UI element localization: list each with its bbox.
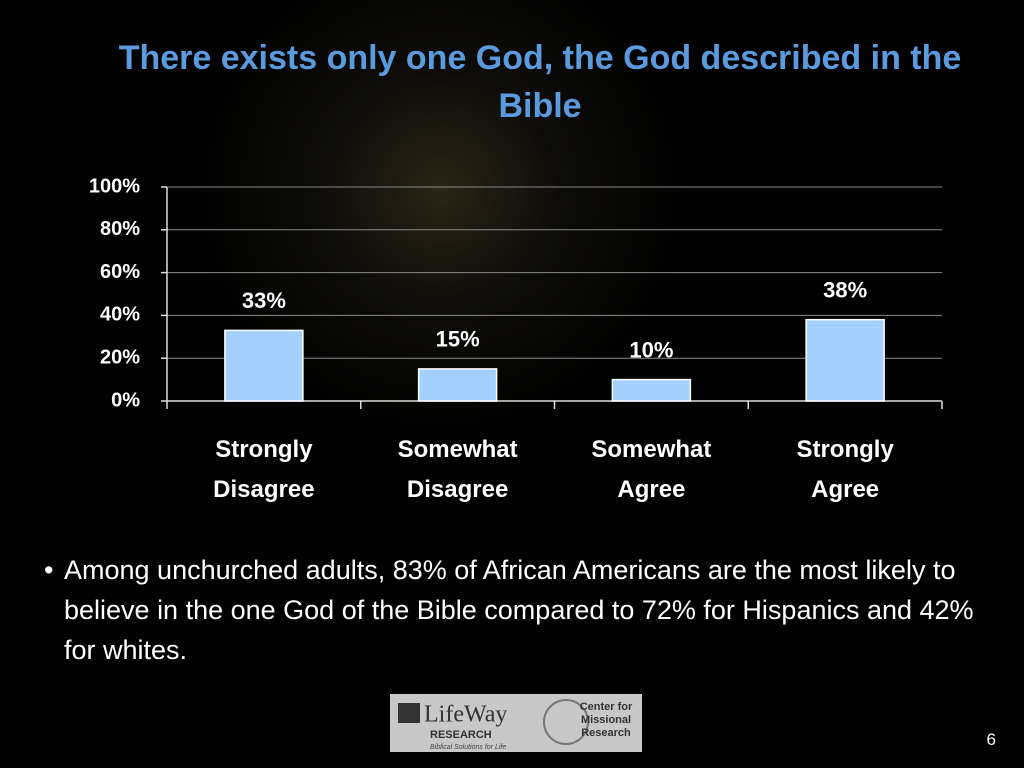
x-tick-label: Somewhat Disagree <box>397 436 518 503</box>
chart-title: There exists only one God, the God descr… <box>118 39 962 125</box>
logo-text: Biblical Solutions for Life <box>430 744 506 751</box>
logo-text: RESEARCH <box>430 729 492 741</box>
value-label: 38% <box>823 277 867 302</box>
bar <box>417 368 498 402</box>
x-tick-label: Strongly Disagree <box>213 436 315 503</box>
y-tick-label: 40% <box>100 304 140 326</box>
logo-box <box>390 694 642 752</box>
y-tick-label: 20% <box>100 346 140 368</box>
bar <box>805 318 885 402</box>
logo-text: Center for Missional Research <box>579 701 633 739</box>
logo-icon <box>398 703 420 723</box>
logo-text: LifeWay <box>424 702 507 728</box>
bar <box>224 329 304 402</box>
y-tick-label: 80% <box>100 218 140 240</box>
y-tick-label: 0% <box>111 389 140 411</box>
value-label: 10% <box>629 337 673 362</box>
page-number: 6 <box>986 730 996 749</box>
y-tick-label: 100% <box>89 175 140 197</box>
value-label: 15% <box>436 327 480 352</box>
y-tick-label: 60% <box>100 261 140 283</box>
x-tick-label: Strongly Agree <box>796 436 894 503</box>
value-label: 33% <box>242 288 286 313</box>
x-tick-label: Somewhat Agree <box>591 436 712 503</box>
bullet-text: Among unchurched adults, 83% of African … <box>44 550 994 670</box>
bar <box>611 378 692 402</box>
logo-icon <box>543 699 589 745</box>
